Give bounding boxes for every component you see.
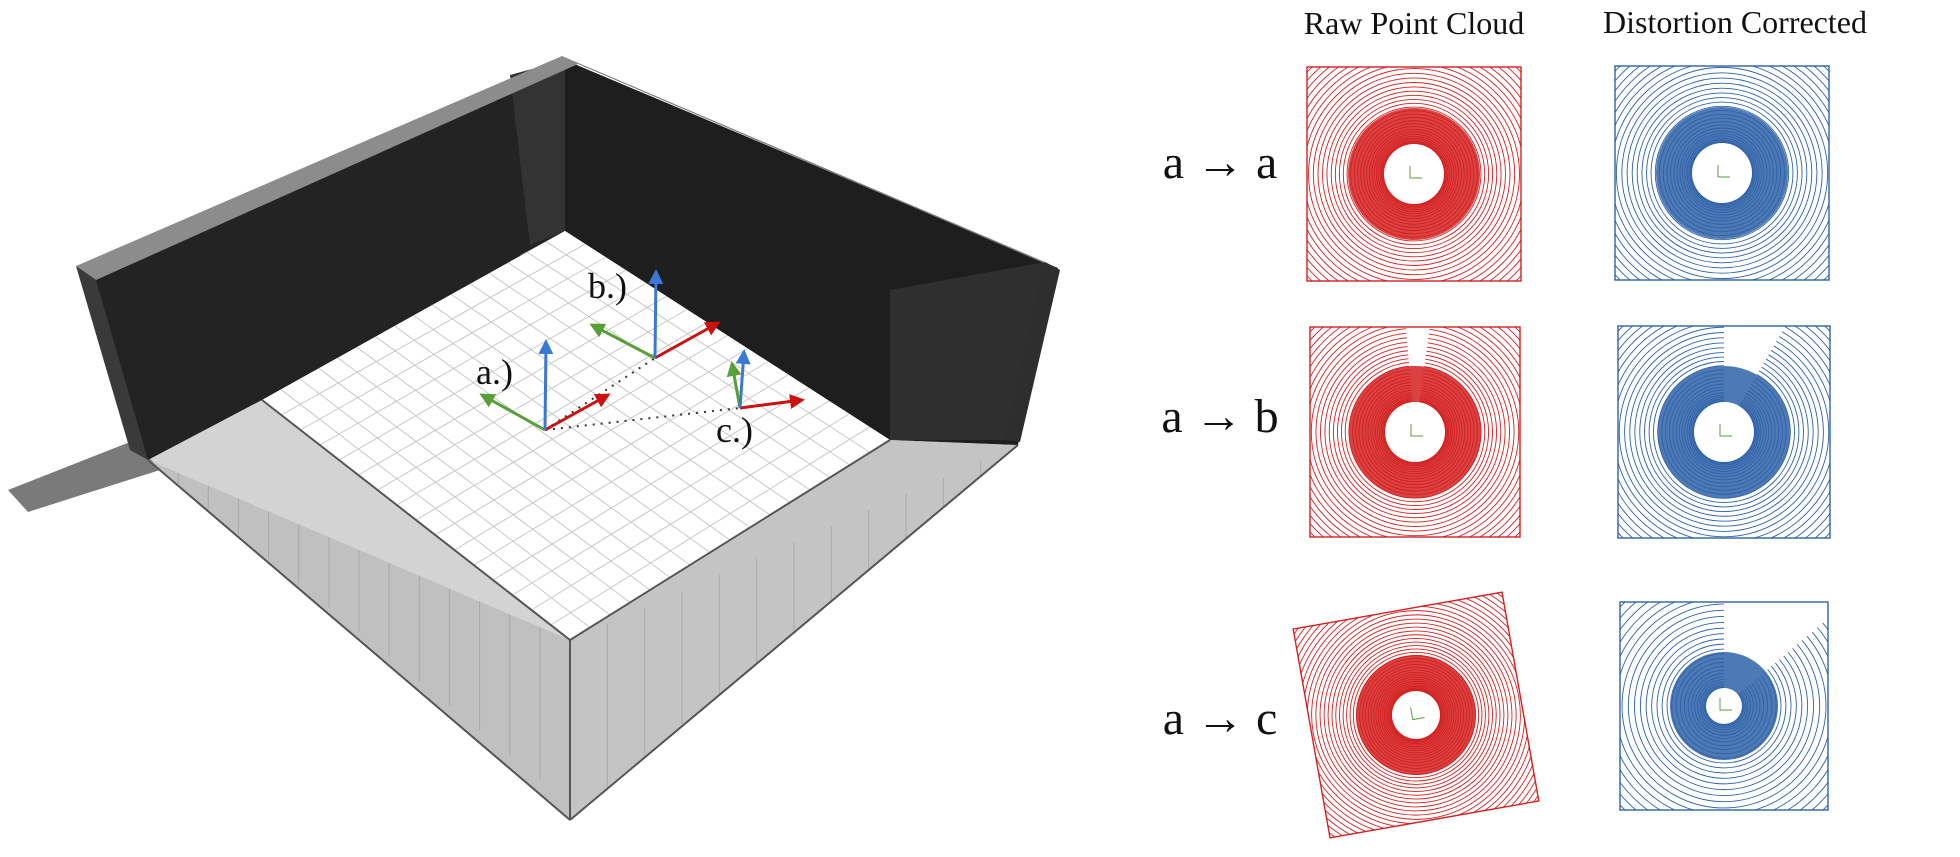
- corrected-point-cloud-a-a: [1614, 65, 1830, 281]
- raw-point-cloud-a-c: [1292, 591, 1540, 839]
- left-wall-edge: [76, 266, 148, 460]
- header-distortion-corrected: Distortion Corrected: [1603, 4, 1867, 40]
- right-wall-panel: [890, 262, 1045, 440]
- row-label-a-c: a → c: [1163, 692, 1278, 745]
- pose-b-frame: [589, 269, 721, 360]
- room-scene: a.) b.) c.): [8, 56, 1060, 821]
- room-edges: [147, 399, 1019, 821]
- pose-label-a: a.): [476, 352, 513, 392]
- back-left-wall-shade: [510, 60, 565, 245]
- pose-label-b: b.): [588, 266, 627, 306]
- raw-point-cloud-a-a: [1306, 66, 1522, 282]
- pose-label-c: c.): [716, 410, 753, 450]
- front-left-wall-lower: [148, 400, 570, 820]
- front-wall-grid: [177, 461, 982, 789]
- corrected-point-cloud-a-b: [1617, 325, 1831, 539]
- wall-top-left: [76, 56, 578, 280]
- corrected-point-cloud-a-c: [1619, 601, 1829, 811]
- ground-shadow: [8, 440, 160, 512]
- wall-top-right: [562, 56, 1060, 270]
- row-label-a-b: a → b: [1161, 390, 1278, 443]
- floor-grid: [280, 241, 871, 628]
- raw-point-cloud-a-b: [1309, 326, 1521, 538]
- pose-a-frame: [479, 339, 611, 432]
- header-raw-point-cloud: Raw Point Cloud: [1304, 5, 1524, 41]
- pose-c-frame: [726, 349, 805, 410]
- row-label-a-a: a → a: [1163, 136, 1278, 189]
- back-left-wall: [78, 60, 565, 460]
- right-wall-edge: [1005, 262, 1060, 442]
